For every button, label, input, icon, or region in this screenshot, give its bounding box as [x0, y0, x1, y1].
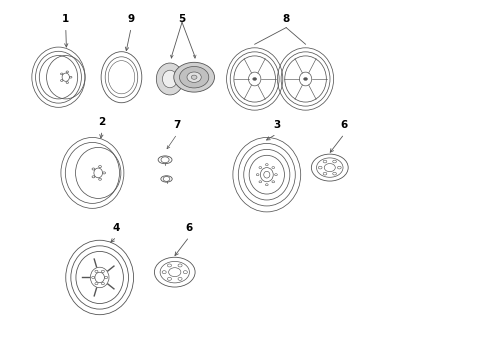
Text: 7: 7 — [173, 120, 181, 130]
Text: 4: 4 — [113, 223, 121, 233]
Text: 8: 8 — [283, 14, 290, 24]
Text: 6: 6 — [186, 223, 193, 233]
Circle shape — [174, 62, 215, 92]
Circle shape — [187, 72, 201, 82]
Ellipse shape — [156, 63, 183, 95]
Circle shape — [304, 77, 308, 80]
Text: 6: 6 — [341, 120, 348, 130]
Ellipse shape — [163, 70, 177, 88]
Text: 5: 5 — [178, 14, 186, 24]
Circle shape — [253, 77, 257, 80]
Text: 3: 3 — [273, 120, 280, 130]
Text: 9: 9 — [127, 14, 135, 24]
Text: 1: 1 — [62, 14, 70, 24]
Circle shape — [191, 75, 197, 79]
Circle shape — [179, 67, 209, 88]
Text: 2: 2 — [98, 117, 106, 126]
